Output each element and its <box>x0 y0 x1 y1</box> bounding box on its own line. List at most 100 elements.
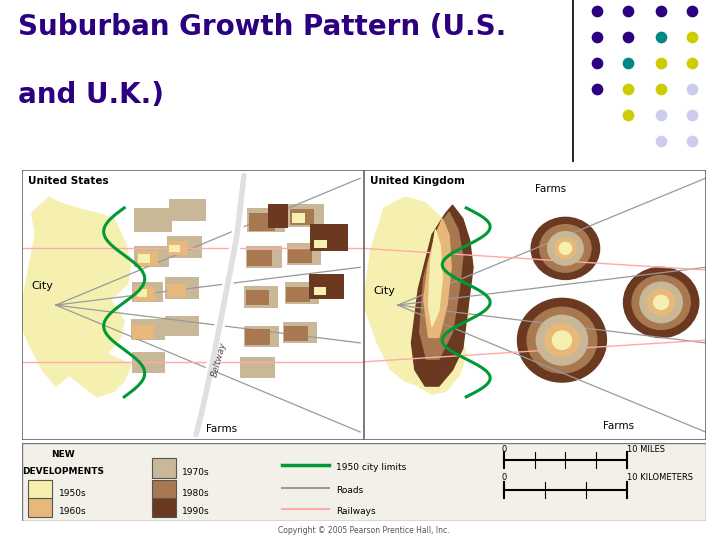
Point <box>655 85 667 93</box>
Polygon shape <box>412 205 473 386</box>
Ellipse shape <box>647 289 675 315</box>
Bar <box>138 254 150 263</box>
Point <box>590 33 602 42</box>
Text: 1970s: 1970s <box>182 468 210 477</box>
Point <box>687 85 698 93</box>
Text: Suburban Growth Pattern (U.S.: Suburban Growth Pattern (U.S. <box>18 13 507 41</box>
Bar <box>246 246 282 268</box>
Text: City: City <box>32 281 54 291</box>
Bar <box>292 213 305 223</box>
Bar <box>309 274 344 299</box>
Bar <box>287 243 321 265</box>
Text: 1950s: 1950s <box>59 489 87 498</box>
Point <box>687 59 698 68</box>
Bar <box>152 498 176 517</box>
Point <box>687 33 698 42</box>
Bar <box>29 480 53 499</box>
Text: DEVELOPMENTS: DEVELOPMENTS <box>22 467 104 476</box>
Polygon shape <box>420 212 463 359</box>
Bar <box>168 241 189 255</box>
Text: 10 MILES: 10 MILES <box>627 445 665 454</box>
Text: United States: United States <box>29 176 109 186</box>
Bar <box>152 458 176 478</box>
Bar <box>152 480 176 499</box>
Bar <box>131 319 166 340</box>
Text: 1950 city limits: 1950 city limits <box>336 463 407 471</box>
Bar <box>285 282 319 304</box>
Text: 10 KILOMETERS: 10 KILOMETERS <box>627 474 693 482</box>
Bar <box>248 250 272 266</box>
Bar <box>287 287 310 302</box>
Text: 1980s: 1980s <box>182 489 210 498</box>
Point <box>622 111 634 119</box>
Point <box>655 7 667 16</box>
Polygon shape <box>22 197 131 397</box>
Ellipse shape <box>632 275 690 329</box>
Ellipse shape <box>640 282 683 322</box>
Text: United Kingdom: United Kingdom <box>371 176 465 186</box>
Polygon shape <box>364 197 469 394</box>
Point <box>622 7 634 16</box>
Bar <box>289 209 315 225</box>
Ellipse shape <box>552 331 572 349</box>
Bar <box>132 282 163 302</box>
Bar <box>166 236 202 258</box>
Bar <box>283 322 317 343</box>
Ellipse shape <box>559 242 572 254</box>
Text: 0: 0 <box>501 445 506 454</box>
Point <box>655 111 667 119</box>
Text: NEW: NEW <box>51 450 74 459</box>
Ellipse shape <box>540 225 591 272</box>
Point <box>655 59 667 68</box>
Point <box>622 33 634 42</box>
Text: 1990s: 1990s <box>182 507 210 516</box>
Bar <box>248 208 285 232</box>
Bar <box>135 287 155 301</box>
Text: 1960s: 1960s <box>59 507 87 516</box>
Bar <box>166 316 199 336</box>
Ellipse shape <box>624 267 699 338</box>
Text: Farms: Farms <box>603 421 634 431</box>
Bar <box>288 204 324 227</box>
Ellipse shape <box>518 298 606 382</box>
Point <box>590 7 602 16</box>
Bar <box>137 251 158 266</box>
Text: Farms: Farms <box>207 424 238 434</box>
Bar <box>166 277 199 299</box>
Bar <box>284 326 307 341</box>
Ellipse shape <box>554 238 576 259</box>
Bar <box>168 199 207 221</box>
Text: Farms: Farms <box>534 184 566 194</box>
Bar <box>169 245 180 252</box>
Point <box>655 137 667 145</box>
Bar <box>314 287 326 295</box>
Bar <box>288 248 312 263</box>
Bar <box>246 329 270 345</box>
Bar <box>246 290 269 305</box>
Bar <box>132 352 166 373</box>
Bar <box>166 284 186 297</box>
Text: Railways: Railways <box>336 507 376 516</box>
Bar <box>244 326 279 347</box>
Text: Beltway: Beltway <box>210 341 228 377</box>
Bar <box>248 213 275 231</box>
Point <box>622 85 634 93</box>
Ellipse shape <box>545 324 579 356</box>
Text: and U.K.): and U.K.) <box>18 81 164 109</box>
Point <box>590 85 602 93</box>
Text: 0: 0 <box>501 474 506 482</box>
Text: Copyright © 2005 Pearson Prentice Hall, Inc.: Copyright © 2005 Pearson Prentice Hall, … <box>278 526 449 535</box>
Bar <box>135 208 172 232</box>
Point <box>655 33 667 42</box>
Bar <box>135 246 168 267</box>
Point <box>687 7 698 16</box>
Ellipse shape <box>654 295 669 309</box>
Ellipse shape <box>536 315 588 365</box>
Ellipse shape <box>531 217 600 280</box>
Bar <box>315 240 327 248</box>
Ellipse shape <box>527 307 597 373</box>
Bar <box>240 357 275 378</box>
Point <box>687 111 698 119</box>
Bar <box>132 325 154 339</box>
Bar <box>268 204 288 228</box>
